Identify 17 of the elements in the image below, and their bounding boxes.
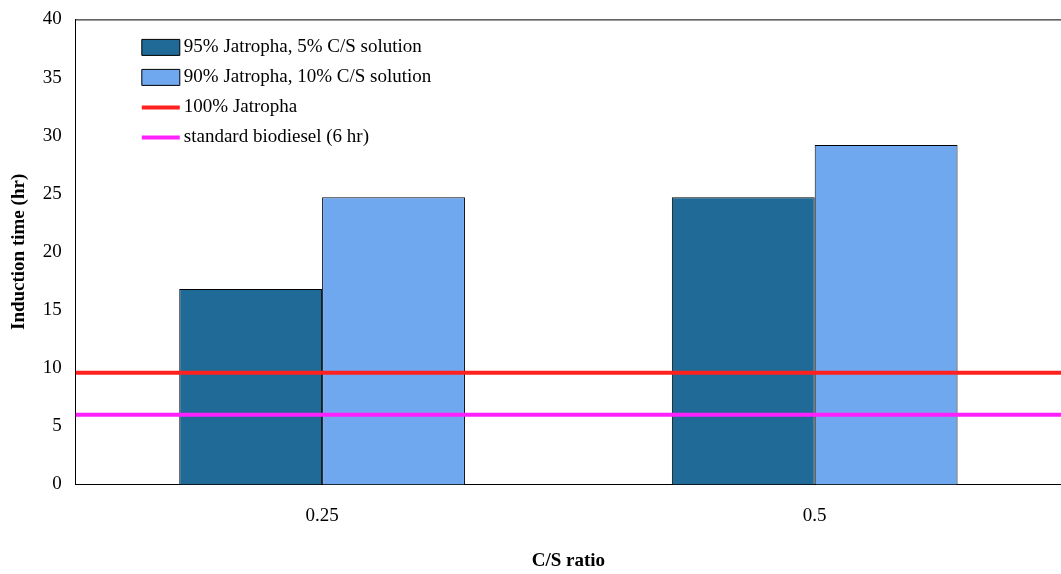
y-tick-label: 25 [42, 181, 62, 203]
x-tick-label: 0.25 [305, 503, 339, 525]
y-tick-label: 15 [42, 298, 62, 320]
y-axis-title: Induction time (hr) [7, 173, 30, 331]
x-tick-label: 0.5 [802, 503, 827, 525]
legend-label: 90% Jatropha, 10% C/S solution [183, 65, 432, 87]
y-tick-label: 40 [42, 7, 62, 29]
y-tick-label: 5 [52, 414, 62, 436]
legend-label: standard biodiesel (6 hr) [183, 125, 369, 148]
legend-label: 100% Jatropha [183, 95, 298, 117]
y-tick-label: 30 [42, 123, 62, 145]
y-tick-label: 35 [42, 65, 62, 87]
y-tick-label: 20 [42, 239, 62, 261]
legend-label: 95% Jatropha, 5% C/S solution [183, 35, 423, 57]
x-axis-title: C/S ratio [531, 548, 606, 570]
y-tick-label: 10 [42, 356, 62, 378]
y-tick-label: 0 [52, 472, 62, 494]
